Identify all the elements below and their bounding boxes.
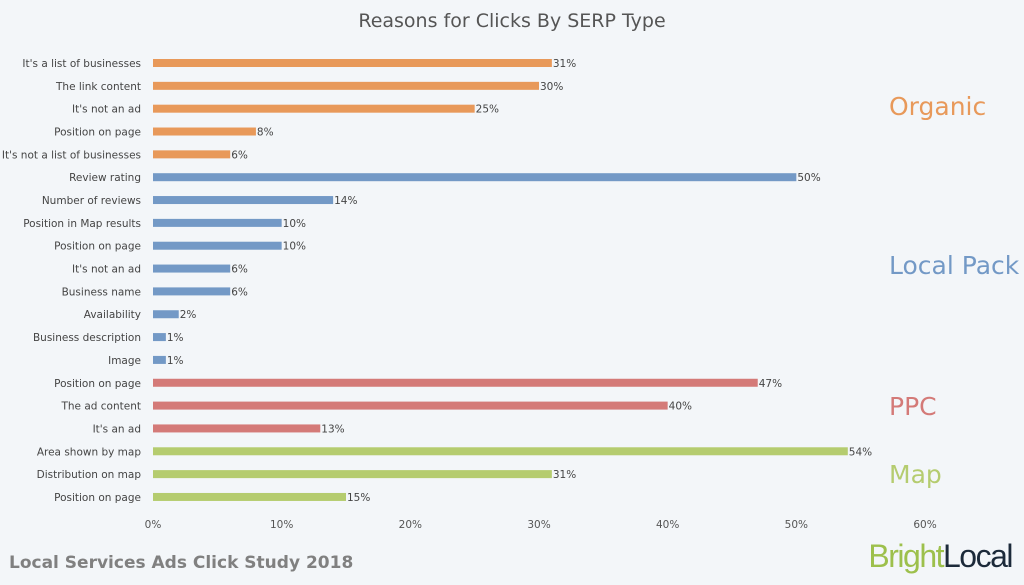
data-label: 31% <box>553 469 576 481</box>
category-label: Position on page <box>54 127 141 139</box>
group-label: Local Pack <box>889 251 1020 280</box>
bar <box>153 378 758 387</box>
brightlocal-logo: BrightLocal <box>868 538 1013 574</box>
category-label: Area shown by map <box>37 446 142 458</box>
bar <box>153 218 282 227</box>
category-label: The link content <box>55 81 141 93</box>
bar <box>153 492 346 501</box>
category-label: Position on page <box>54 241 141 253</box>
bar <box>153 355 166 364</box>
category-label: Position on page <box>54 378 141 390</box>
bar <box>153 81 539 90</box>
x-tick-label: 30% <box>527 519 550 531</box>
bar <box>153 127 256 136</box>
data-label: 8% <box>257 127 274 139</box>
data-label: 50% <box>797 172 820 184</box>
group-label: PPC <box>889 392 937 421</box>
data-label: 13% <box>321 423 344 435</box>
data-label: 31% <box>553 58 576 70</box>
bar <box>153 333 166 342</box>
bar <box>153 173 797 182</box>
data-label: 6% <box>231 264 248 276</box>
data-label: 54% <box>849 446 872 458</box>
category-label: Review rating <box>69 172 141 184</box>
bar <box>153 264 231 273</box>
bar-chart: It's a list of businesses 31% The link con… <box>2 58 937 531</box>
category-label: It's not an ad <box>72 104 141 116</box>
category-label: Number of reviews <box>42 195 141 207</box>
bar <box>153 470 552 479</box>
bar <box>153 59 552 67</box>
category-label: Business name <box>62 286 141 298</box>
bar <box>153 310 179 319</box>
bar <box>153 104 475 113</box>
chart-title: Reasons for Clicks By SERP Type <box>358 10 666 32</box>
bar <box>153 196 334 205</box>
bar <box>153 287 231 296</box>
footer-caption: Local Services Ads Click Study 2018 <box>9 553 354 573</box>
category-label: Image <box>108 355 141 367</box>
x-tick-label: 60% <box>913 519 936 531</box>
category-label: Availability <box>84 309 141 321</box>
group-label: Map <box>889 460 942 489</box>
data-label: 10% <box>283 241 306 253</box>
category-label: Position in Map results <box>23 218 141 230</box>
x-tick-label: 50% <box>785 519 808 531</box>
category-label: It's an ad <box>93 423 141 435</box>
category-label: It's not an ad <box>72 264 141 276</box>
data-label: 15% <box>347 492 370 504</box>
category-label: Position on page <box>54 492 141 504</box>
x-tick-label: 20% <box>399 519 422 531</box>
bar <box>153 447 848 456</box>
category-label: It's not a list of businesses <box>2 149 141 161</box>
data-label: 1% <box>167 332 184 344</box>
category-label: Distribution on map <box>37 469 142 481</box>
bar <box>153 241 282 250</box>
bar <box>153 401 668 410</box>
category-label: The ad content <box>60 401 141 413</box>
bar <box>153 424 321 433</box>
data-label: 25% <box>476 104 499 116</box>
x-tick-label: 40% <box>656 519 679 531</box>
data-label: 14% <box>334 195 357 207</box>
group-label: Organic <box>889 92 987 121</box>
category-label: It's a list of businesses <box>22 58 141 70</box>
category-label: Business description <box>33 332 141 344</box>
data-label: 2% <box>180 309 197 321</box>
data-label: 10% <box>283 218 306 230</box>
data-label: 47% <box>759 378 782 390</box>
x-tick-label: 10% <box>270 519 293 531</box>
data-label: 30% <box>540 81 563 93</box>
data-label: 1% <box>167 355 184 367</box>
data-label: 6% <box>231 149 248 161</box>
bar <box>153 150 231 159</box>
x-tick-label: 0% <box>145 519 162 531</box>
data-label: 40% <box>669 401 692 413</box>
data-label: 6% <box>231 286 248 298</box>
